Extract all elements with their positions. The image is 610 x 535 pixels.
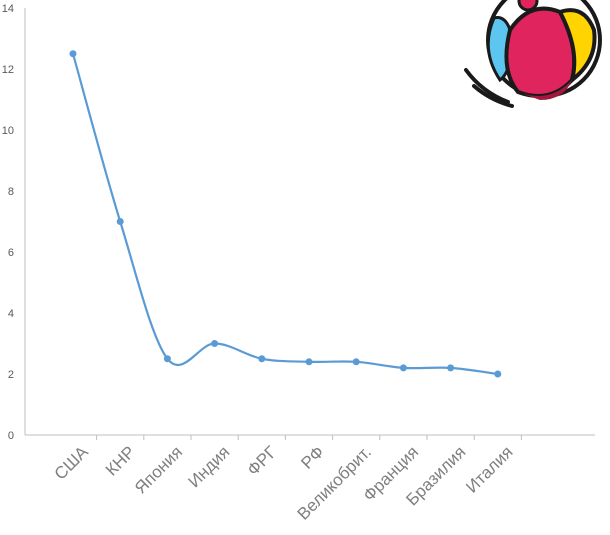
- series-line: [71, 53, 498, 376]
- y-tick-label: 4: [8, 308, 14, 320]
- data-point: [163, 355, 171, 363]
- data-point: [305, 358, 313, 366]
- data-point: [69, 50, 77, 58]
- y-tick-label: 12: [2, 64, 14, 76]
- x-tick-label: Индия: [184, 442, 233, 491]
- y-tick-label: 8: [8, 186, 14, 198]
- y-tick-label: 2: [8, 369, 14, 381]
- y-axis: 0 2 4 6 8 10 12 14: [2, 3, 26, 442]
- data-point: [352, 358, 360, 366]
- data-point: [211, 340, 219, 347]
- x-tick-label: Япония: [131, 442, 186, 497]
- y-tick-label: 10: [2, 125, 14, 137]
- y-tick-label: 6: [8, 247, 14, 259]
- x-tick-label: РФ: [297, 442, 327, 472]
- y-tick-label: 14: [2, 3, 14, 15]
- x-tick-label: США: [51, 442, 93, 484]
- x-tick-label: ФРГ: [244, 442, 281, 479]
- data-point: [258, 355, 266, 363]
- data-point: [447, 364, 455, 372]
- data-point: [399, 364, 407, 372]
- data-point: [116, 218, 124, 225]
- y-tick-label: 0: [8, 430, 14, 442]
- x-tick-label: Италия: [462, 442, 516, 496]
- x-tick-label: КНР: [102, 442, 139, 479]
- beach-ball-icon: [464, 0, 602, 108]
- plot-area: [69, 50, 502, 378]
- data-point: [494, 370, 502, 378]
